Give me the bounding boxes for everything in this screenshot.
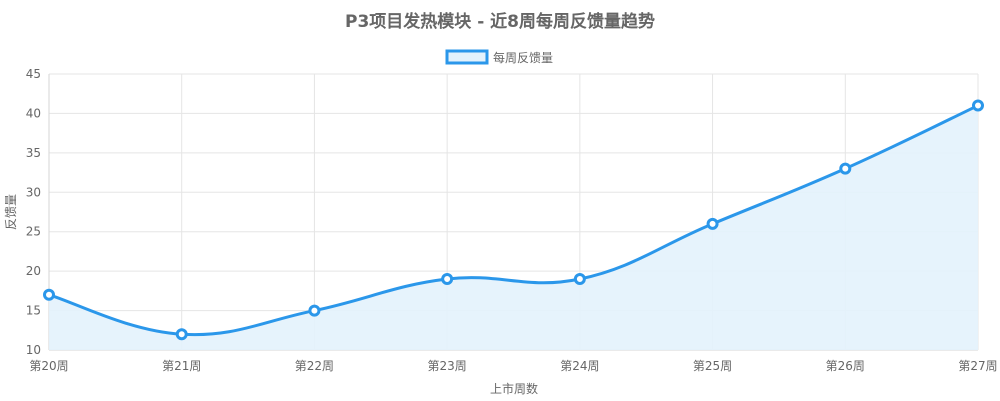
x-tick-label: 第23周 (428, 359, 467, 373)
data-point (839, 162, 852, 175)
series-points (43, 99, 984, 341)
x-tick-label: 第25周 (693, 359, 732, 373)
data-point (308, 304, 321, 317)
data-point (43, 288, 55, 301)
x-axis-label: 上市周数 (490, 381, 538, 396)
x-axis-ticks: 第20周 第21周 第22周 第23周 第24周 第25周 第26周 第27周 (29, 359, 997, 373)
y-axis-label: 反馈量 (4, 194, 18, 230)
x-tick-label: 第24周 (560, 359, 599, 373)
data-point (441, 273, 454, 286)
x-tick-label: 第26周 (826, 359, 865, 373)
legend-swatch (445, 49, 489, 65)
x-tick-label: 第27周 (958, 359, 997, 373)
x-tick-label: 第22周 (295, 359, 334, 373)
series-line (48, 104, 979, 337)
y-tick-label: 20 (26, 264, 41, 278)
y-tick-label: 35 (26, 146, 41, 160)
legend-label: 每周反馈量 (493, 50, 553, 65)
data-point (175, 328, 188, 341)
x-tick-label: 第21周 (162, 359, 201, 373)
data-point (972, 99, 984, 112)
y-axis-ticks: 10 15 20 25 30 35 40 45 (26, 67, 41, 357)
y-tick-label: 40 (26, 106, 41, 120)
y-tick-label: 30 (26, 185, 41, 199)
data-point (706, 217, 719, 230)
chart-title: P3项目发热模块 - 近8周每周反馈量趋势 (345, 11, 655, 32)
x-tick-label: 第20周 (29, 359, 68, 373)
y-tick-label: 10 (26, 343, 41, 357)
series-area (49, 105, 978, 351)
y-tick-label: 25 (26, 225, 41, 239)
y-tick-label: 45 (26, 67, 41, 81)
legend[interactable]: 每周反馈量 (445, 49, 553, 65)
y-tick-label: 15 (26, 304, 41, 318)
data-point (573, 273, 586, 286)
